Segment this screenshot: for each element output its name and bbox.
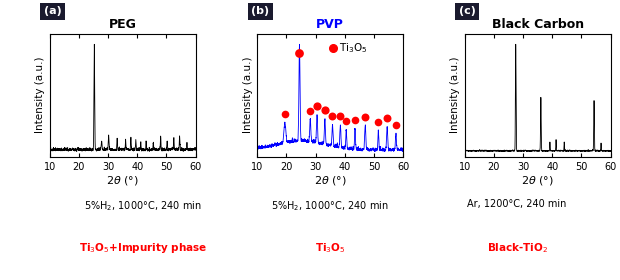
- Text: (b): (b): [251, 6, 269, 17]
- Text: Ti$_3$O$_5$: Ti$_3$O$_5$: [339, 41, 368, 55]
- Y-axis label: Intensity (a.u.): Intensity (a.u.): [243, 57, 253, 134]
- Text: Ti$_3$O$_5$+Impurity phase: Ti$_3$O$_5$+Impurity phase: [79, 241, 207, 255]
- Text: Ti$_3$O$_5$: Ti$_3$O$_5$: [315, 241, 345, 255]
- Text: 5%H$_2$, 1000°C, 240 min: 5%H$_2$, 1000°C, 240 min: [84, 199, 202, 213]
- X-axis label: 2$\theta$ (°): 2$\theta$ (°): [106, 174, 139, 187]
- Y-axis label: Intensity (a.u.): Intensity (a.u.): [35, 57, 45, 134]
- X-axis label: 2$\theta$ (°): 2$\theta$ (°): [521, 174, 554, 187]
- X-axis label: 2$\theta$ (°): 2$\theta$ (°): [314, 174, 347, 187]
- Text: Black-TiO$_2$: Black-TiO$_2$: [487, 241, 548, 255]
- Title: PEG: PEG: [108, 18, 136, 31]
- Text: 5%H$_2$, 1000°C, 240 min: 5%H$_2$, 1000°C, 240 min: [272, 199, 389, 213]
- Text: (a): (a): [44, 6, 61, 17]
- Title: PVP: PVP: [316, 18, 344, 31]
- Title: Black Carbon: Black Carbon: [492, 18, 583, 31]
- Text: Ar, 1200°C, 240 min: Ar, 1200°C, 240 min: [467, 199, 567, 209]
- Y-axis label: Intensity (a.u.): Intensity (a.u.): [450, 57, 461, 134]
- Text: (c): (c): [459, 6, 476, 17]
